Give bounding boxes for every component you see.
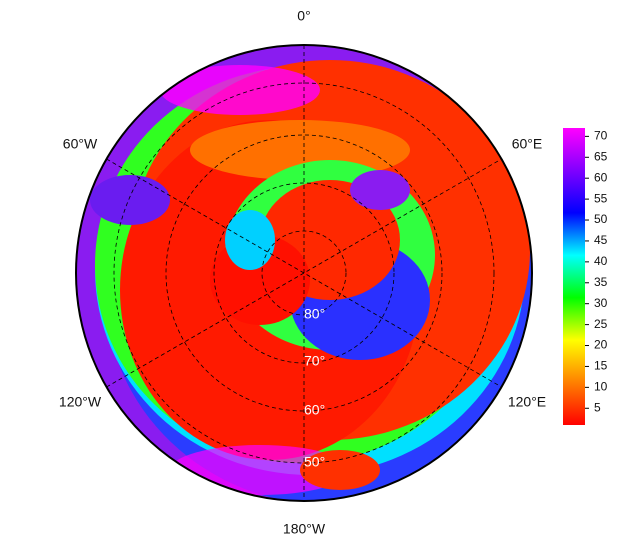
colorbar-tick-label: 30 bbox=[594, 296, 608, 310]
graticule bbox=[106, 45, 502, 501]
colorbar-tick-label: 35 bbox=[594, 275, 608, 289]
colorbar-tick-label: 25 bbox=[594, 317, 608, 331]
colorbar-tick-label: 40 bbox=[594, 254, 608, 268]
colorbar-tick-label: 5 bbox=[594, 400, 601, 414]
latitude-label: 70° bbox=[304, 353, 325, 369]
longitude-label: 60°E bbox=[512, 136, 543, 152]
latitude-label: 60° bbox=[304, 402, 325, 418]
colorbar-tick-label: 15 bbox=[594, 359, 608, 373]
colorbar-tick-label: 60 bbox=[594, 170, 608, 184]
colorbar-tick-label: 55 bbox=[594, 191, 608, 205]
colorbar-tick-label: 45 bbox=[594, 233, 608, 247]
latitude-label: 80° bbox=[304, 306, 325, 322]
longitude-label: 0° bbox=[297, 8, 310, 24]
colorbar-tick-label: 70 bbox=[594, 129, 608, 143]
heatmap bbox=[76, 45, 532, 501]
colorbar-tick-label: 10 bbox=[594, 380, 608, 394]
colorbar bbox=[563, 128, 585, 425]
longitude-label: 120°W bbox=[59, 394, 102, 410]
map-border bbox=[75, 44, 533, 502]
latitude-label: 50° bbox=[304, 454, 325, 470]
longitude-label: 120°E bbox=[508, 394, 546, 410]
colorbar-tick-label: 50 bbox=[594, 212, 608, 226]
longitude-label: 180°W bbox=[283, 521, 326, 537]
colorbar-tick-label: 20 bbox=[594, 338, 608, 352]
longitude-label: 60°W bbox=[63, 136, 98, 152]
colorbar-tick-label: 65 bbox=[594, 149, 608, 163]
